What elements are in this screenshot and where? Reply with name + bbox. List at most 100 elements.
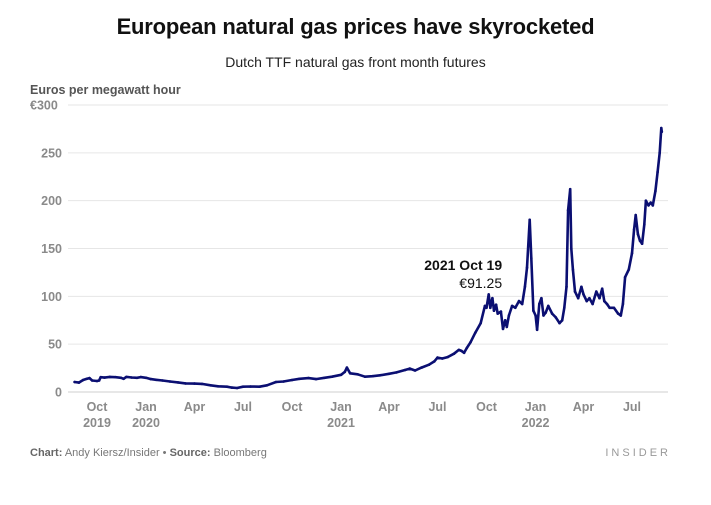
data-point <box>343 370 347 374</box>
data-point <box>483 304 487 308</box>
data-point <box>462 351 466 355</box>
x-tick-label: Oct <box>282 400 304 414</box>
y-tick-label: 0 <box>55 386 62 400</box>
data-point <box>108 375 112 379</box>
data-point <box>88 376 91 380</box>
data-point <box>479 321 483 325</box>
data-point <box>576 296 580 300</box>
data-point <box>314 377 318 381</box>
x-tick-label: Jan <box>330 400 352 414</box>
y-tick-label: 50 <box>48 338 62 352</box>
data-point <box>544 311 547 314</box>
data-point <box>660 130 664 134</box>
x-tick-label: Apr <box>184 400 206 414</box>
data-point <box>433 360 436 363</box>
data-point <box>99 375 102 379</box>
data-point <box>591 302 594 306</box>
data-point <box>580 285 583 289</box>
x-tick-year-label: 2020 <box>132 416 160 430</box>
data-point <box>363 375 367 379</box>
data-point <box>290 378 294 382</box>
data-point <box>507 314 511 317</box>
data-point <box>605 302 609 306</box>
data-point <box>547 304 550 308</box>
data-point <box>550 312 554 315</box>
data-point <box>474 331 477 335</box>
data-point <box>441 357 444 360</box>
x-tick-label: Jul <box>428 400 446 414</box>
data-point <box>122 377 125 381</box>
x-tick-year-label: 2022 <box>522 416 550 430</box>
x-tick-label: Jul <box>623 400 641 414</box>
data-point <box>644 199 648 202</box>
data-point <box>403 368 407 372</box>
data-point <box>630 252 634 255</box>
data-point <box>436 356 439 359</box>
data-point <box>135 376 139 380</box>
data-point <box>298 377 301 381</box>
data-point <box>627 268 631 271</box>
x-axis-ticks: Oct 2019 Jan 2020 Apr Jul Oct Jan 2021 Apr Jul Oct J… <box>83 400 641 430</box>
data-point <box>119 376 123 380</box>
data-point <box>307 376 310 380</box>
data-point <box>660 126 663 130</box>
data-point <box>73 380 76 384</box>
data-point <box>378 374 382 377</box>
data-point <box>532 309 535 313</box>
credit-source-value: Bloomberg <box>213 447 267 459</box>
data-point <box>85 377 89 381</box>
data-point <box>571 268 575 271</box>
data-point <box>491 296 494 300</box>
data-point <box>585 299 588 303</box>
data-point <box>125 375 128 379</box>
y-tick-label: 100 <box>41 290 62 304</box>
data-point <box>356 373 359 376</box>
x-tick-label: Apr <box>573 400 595 414</box>
data-point <box>649 201 652 204</box>
data-point <box>523 285 527 289</box>
x-tick-year-label: 2021 <box>327 416 355 430</box>
data-point <box>387 372 391 376</box>
y-axis-label: Euros per megawatt hour <box>30 83 181 97</box>
data-point <box>528 218 531 222</box>
annotations: 2021 Oct 19 €91.25 <box>424 257 502 291</box>
x-tick-label: Jan <box>135 400 157 414</box>
data-point <box>570 247 573 250</box>
data-point <box>265 384 269 387</box>
data-point <box>638 239 642 243</box>
data-point <box>323 376 326 380</box>
insider-logo: INSIDER <box>605 447 671 459</box>
data-point <box>408 367 412 370</box>
data-point <box>534 314 537 317</box>
data-point <box>525 266 529 269</box>
data-point <box>345 366 349 369</box>
data-point <box>647 204 650 207</box>
credit-chart-author: Andy Kiersz/Insider <box>64 447 160 459</box>
data-point <box>654 189 657 193</box>
data-point <box>603 299 606 303</box>
data-point <box>465 346 469 350</box>
data-point <box>81 378 85 382</box>
x-tick-label: Oct <box>87 400 109 414</box>
data-point <box>395 371 398 374</box>
data-point <box>573 290 577 293</box>
data-point <box>487 293 491 296</box>
data-point <box>371 374 374 378</box>
series-line <box>73 126 664 390</box>
data-point <box>540 296 543 300</box>
data-point <box>144 376 148 380</box>
data-point <box>241 385 245 389</box>
data-point <box>619 314 623 317</box>
data-point <box>632 228 636 231</box>
data-point <box>168 380 172 383</box>
y-tick-label: €300 <box>30 99 58 113</box>
data-point <box>200 382 204 386</box>
chart-credits: Chart: Andy Kiersz/Insider • Source: Blo… <box>30 447 267 459</box>
data-point <box>114 375 117 379</box>
data-point <box>640 242 644 245</box>
y-axis-ticks: 0 50 100 150 200 250 €300 <box>30 99 62 400</box>
data-point <box>485 306 488 310</box>
credit-source-label: Source: <box>169 447 211 459</box>
data-point <box>95 379 99 383</box>
x-tick-label: Jul <box>234 400 252 414</box>
